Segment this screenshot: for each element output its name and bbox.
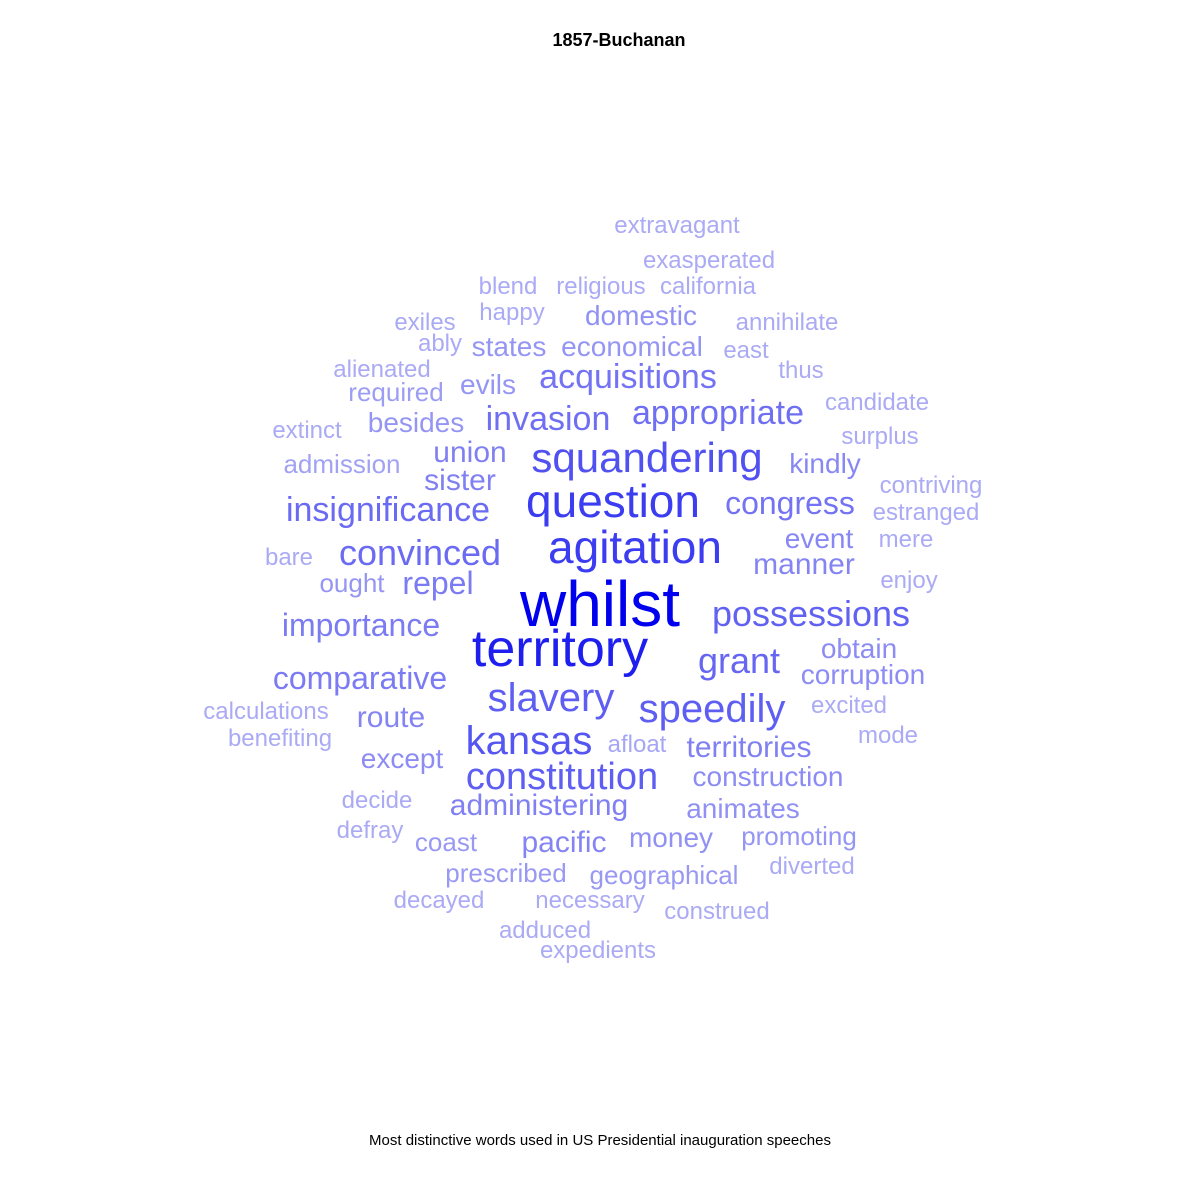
word-obtain: obtain xyxy=(820,633,898,664)
word-alienated: alienated xyxy=(333,356,431,383)
word-mode: mode xyxy=(857,722,919,749)
word-enjoy: enjoy xyxy=(880,567,938,594)
chart-caption: Most distinctive words used in US Presid… xyxy=(369,1132,831,1149)
chart-title: 1857-Buchanan xyxy=(552,30,686,50)
word-benefiting: benefiting xyxy=(227,725,333,752)
word-question: question xyxy=(526,475,700,527)
word-promoting: promoting xyxy=(741,821,857,851)
word-construction: construction xyxy=(692,761,844,792)
word-squandering: squandering xyxy=(531,434,763,481)
word-excited: excited xyxy=(810,692,888,719)
word-exasperated: exasperated xyxy=(642,247,776,274)
word-religious: religious xyxy=(556,273,646,300)
word-territories: territories xyxy=(686,731,812,764)
word-animates: animates xyxy=(686,793,800,824)
word-whilst: whilst xyxy=(519,568,681,640)
word-contriving: contriving xyxy=(879,472,983,499)
word-repel: repel xyxy=(402,565,474,601)
word-decide: decide xyxy=(341,787,413,814)
word-expedients: expedients xyxy=(539,937,657,964)
word-economical: economical xyxy=(561,331,703,362)
word-ought: ought xyxy=(319,568,385,598)
word-route: route xyxy=(356,701,426,734)
word-adduced: adduced xyxy=(498,917,592,944)
word-evils: evils xyxy=(459,369,517,400)
word-candidate: candidate xyxy=(824,389,930,416)
word-besides: besides xyxy=(367,407,465,438)
word-possessions: possessions xyxy=(711,593,911,634)
word-construed: construed xyxy=(664,898,770,925)
word-appropriate: appropriate xyxy=(631,394,805,432)
word-administering: administering xyxy=(449,789,629,822)
word-insignificance: insignificance xyxy=(285,491,491,529)
word-california: california xyxy=(659,273,757,300)
word-decayed: decayed xyxy=(393,887,485,914)
word-grant: grant xyxy=(697,640,781,681)
word-extinct: extinct xyxy=(272,417,342,444)
word-manner: manner xyxy=(753,548,855,581)
word-estranged: estranged xyxy=(872,499,980,526)
word-blend: blend xyxy=(478,273,538,300)
word-mere: mere xyxy=(878,526,934,553)
word-speedily: speedily xyxy=(638,687,786,731)
word-acquisitions: acquisitions xyxy=(539,358,717,396)
word-congress: congress xyxy=(725,485,855,521)
word-pacific: pacific xyxy=(521,826,607,859)
word-defray: defray xyxy=(336,817,404,844)
word-sister: sister xyxy=(424,464,496,497)
word-kansas: kansas xyxy=(465,719,593,763)
word-bare: bare xyxy=(264,544,314,571)
word-extravagant: extravagant xyxy=(614,212,740,239)
word-territory: territory xyxy=(471,620,649,678)
word-comparative: comparative xyxy=(272,660,448,696)
word-required: required xyxy=(348,377,444,407)
word-afloat: afloat xyxy=(607,731,667,758)
word-kindly: kindly xyxy=(789,448,861,479)
word-slavery: slavery xyxy=(487,676,615,720)
word-geographical: geographical xyxy=(589,860,739,890)
word-calculations: calculations xyxy=(203,698,329,725)
word-coast: coast xyxy=(414,827,478,857)
word-constitution: constitution xyxy=(465,756,659,798)
word-east: east xyxy=(723,337,769,364)
word-prescribed: prescribed xyxy=(445,858,567,888)
word-money: money xyxy=(628,822,714,853)
word-exiles: exiles xyxy=(394,309,456,336)
word-ably: ably xyxy=(417,330,463,357)
word-annihilate: annihilate xyxy=(735,309,839,336)
word-domestic: domestic xyxy=(584,300,698,331)
word-happy: happy xyxy=(479,299,545,326)
word-thus: thus xyxy=(778,357,824,384)
word-corruption: corruption xyxy=(800,659,926,690)
word-convinced: convinced xyxy=(338,532,502,573)
word-agitation: agitation xyxy=(548,521,722,573)
word-union: union xyxy=(433,436,507,469)
word-states: states xyxy=(471,331,547,362)
word-surplus: surplus xyxy=(841,423,919,450)
word-importance: importance xyxy=(281,607,441,643)
word-diverted: diverted xyxy=(769,853,855,880)
word-except: except xyxy=(360,743,444,774)
word-event: event xyxy=(784,523,854,554)
word-admission: admission xyxy=(283,449,401,479)
word-invasion: invasion xyxy=(485,400,611,438)
word-necessary: necessary xyxy=(535,887,645,914)
